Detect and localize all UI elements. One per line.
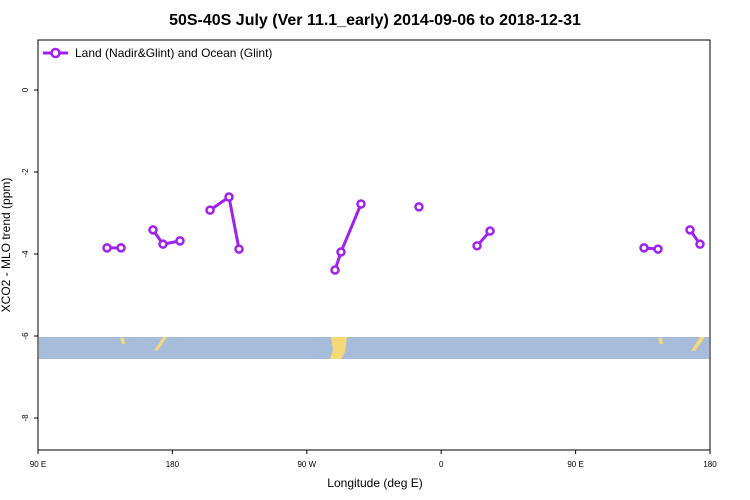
x-tick-label: 90 W xyxy=(297,460,316,469)
point xyxy=(695,239,705,249)
land xyxy=(120,338,125,344)
point xyxy=(336,247,346,257)
point xyxy=(158,239,168,249)
point xyxy=(485,226,495,236)
point xyxy=(330,265,340,275)
point xyxy=(356,199,366,209)
land xyxy=(691,337,705,351)
series-line xyxy=(106,194,702,271)
land xyxy=(330,337,347,359)
y-tick-label: -2 xyxy=(21,168,30,176)
point xyxy=(102,243,112,253)
point xyxy=(234,244,244,254)
chart-title: 50S-40S July (Ver 11.1_early) 2014-09-06… xyxy=(169,12,581,29)
point xyxy=(205,205,215,215)
legend-label: Land (Nadir&Glint) and Ocean (Glint) xyxy=(75,46,272,60)
y-tick-label: -6 xyxy=(21,332,30,340)
point xyxy=(116,243,126,253)
x-tick-label: 0 xyxy=(439,460,444,469)
y-tick-label: 0 xyxy=(21,87,30,92)
y-tick-label: -4 xyxy=(21,250,30,258)
legend: Land (Nadir&Glint) and Ocean (Glint) xyxy=(43,46,272,60)
map-band xyxy=(39,337,709,359)
point xyxy=(224,192,234,202)
point xyxy=(639,243,649,253)
point xyxy=(148,225,158,235)
point xyxy=(472,241,482,251)
x-axis-label: Longitude (deg E) xyxy=(327,476,422,490)
x-tick-label: 180 xyxy=(166,460,180,469)
land xyxy=(658,338,663,344)
x-tick-label: 90 E xyxy=(567,460,583,469)
ocean-band xyxy=(39,337,709,359)
y-axis-label: XCO2 - MLO trend (ppm) xyxy=(0,178,13,313)
land xyxy=(154,337,167,351)
point xyxy=(653,244,663,254)
point xyxy=(685,225,695,235)
plot-frame xyxy=(37,39,711,451)
x-tick-label: 180 xyxy=(703,460,717,469)
legend-marker xyxy=(50,47,61,59)
y-tick-label: -8 xyxy=(21,414,30,422)
x-tick-label: 90 E xyxy=(30,460,46,469)
point xyxy=(414,202,424,212)
point xyxy=(175,236,185,246)
